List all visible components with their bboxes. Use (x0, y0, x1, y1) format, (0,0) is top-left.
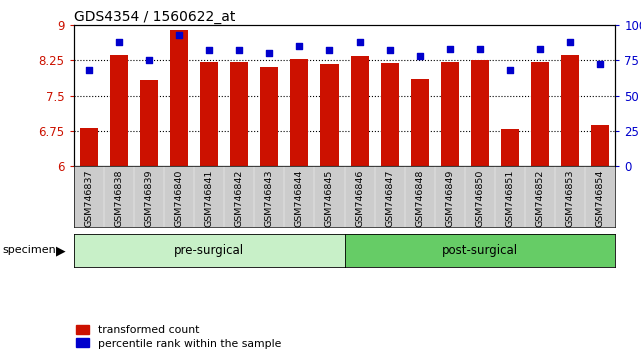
Text: GSM746845: GSM746845 (325, 170, 334, 227)
Bar (79, 128, 98, 166)
Bar (110, 56, 128, 166)
Text: pre-surgical: pre-surgical (174, 244, 244, 257)
Point (264, 50, 274, 56)
Point (144, 57, 154, 63)
Bar (320, 64, 338, 166)
Point (324, 47, 335, 53)
Point (565, 39, 576, 45)
Text: specimen: specimen (2, 245, 56, 256)
Text: GSM746854: GSM746854 (596, 170, 605, 227)
Point (174, 32, 184, 38)
Point (294, 43, 304, 49)
Text: GSM746843: GSM746843 (265, 170, 274, 227)
Text: GSM746852: GSM746852 (536, 170, 545, 227)
Text: GSM746848: GSM746848 (415, 170, 424, 227)
Text: GSM746841: GSM746841 (204, 170, 213, 227)
Text: GSM746846: GSM746846 (355, 170, 364, 227)
Bar (411, 79, 429, 166)
Point (354, 39, 365, 45)
Point (475, 46, 485, 52)
Bar (591, 125, 610, 166)
Point (415, 53, 425, 59)
Bar (230, 62, 248, 166)
Bar (351, 56, 369, 166)
Text: GSM746839: GSM746839 (144, 170, 153, 227)
Text: GSM746840: GSM746840 (174, 170, 183, 227)
Bar (260, 67, 278, 166)
Bar (290, 59, 308, 166)
Bar (200, 62, 218, 166)
Bar (531, 62, 549, 166)
Text: GSM746847: GSM746847 (385, 170, 394, 227)
Text: GSM746851: GSM746851 (506, 170, 515, 227)
Bar (381, 63, 399, 166)
Bar (471, 60, 489, 166)
Text: post-surgical: post-surgical (442, 244, 518, 257)
Bar (501, 129, 519, 166)
Bar (441, 62, 459, 166)
Point (234, 47, 244, 53)
Text: GSM746842: GSM746842 (235, 170, 244, 227)
Bar (170, 30, 188, 166)
Point (595, 62, 606, 67)
Point (113, 39, 124, 45)
Text: GSM746837: GSM746837 (84, 170, 93, 227)
Text: ▶: ▶ (56, 244, 66, 257)
Bar (140, 80, 158, 166)
Point (385, 47, 395, 53)
Legend: transformed count, percentile rank within the sample: transformed count, percentile rank withi… (76, 325, 281, 349)
Text: GSM746850: GSM746850 (476, 170, 485, 227)
Point (83, 67, 94, 73)
Text: GSM746849: GSM746849 (445, 170, 454, 227)
Point (505, 67, 515, 73)
Text: GDS4354 / 1560622_at: GDS4354 / 1560622_at (74, 10, 235, 24)
Bar (562, 55, 579, 166)
Point (204, 47, 214, 53)
Point (445, 46, 455, 52)
Text: GSM746844: GSM746844 (295, 170, 304, 227)
Text: GSM746853: GSM746853 (566, 170, 575, 227)
Text: GSM746838: GSM746838 (114, 170, 123, 227)
Point (535, 46, 545, 52)
